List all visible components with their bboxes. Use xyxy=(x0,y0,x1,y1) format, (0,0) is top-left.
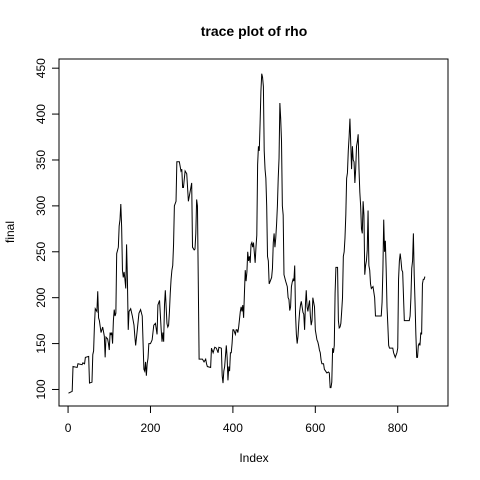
y-axis: 100 150 200 250 300 350 400 450 xyxy=(34,58,60,399)
y-tick-label: 150 xyxy=(34,333,48,353)
y-tick-label: 100 xyxy=(34,379,48,399)
x-axis-label: Index xyxy=(239,451,268,465)
y-tick-label: 400 xyxy=(34,104,48,124)
y-tick-label: 300 xyxy=(34,196,48,216)
y-tick-label: 450 xyxy=(34,58,48,78)
y-axis-label: final xyxy=(3,221,17,243)
x-tick-label: 200 xyxy=(140,421,160,435)
chart-title: trace plot of rho xyxy=(201,23,308,39)
y-tick-label: 200 xyxy=(34,287,48,307)
x-tick-label: 800 xyxy=(388,421,408,435)
x-tick-label: 400 xyxy=(223,421,243,435)
y-tick-label: 250 xyxy=(34,241,48,261)
x-axis: 0 200 400 600 800 xyxy=(65,405,408,435)
plot-frame xyxy=(58,58,449,407)
x-tick-label: 0 xyxy=(65,421,72,435)
series-line xyxy=(68,73,426,394)
y-tick-label: 350 xyxy=(34,150,48,170)
x-tick-label: 600 xyxy=(305,421,325,435)
